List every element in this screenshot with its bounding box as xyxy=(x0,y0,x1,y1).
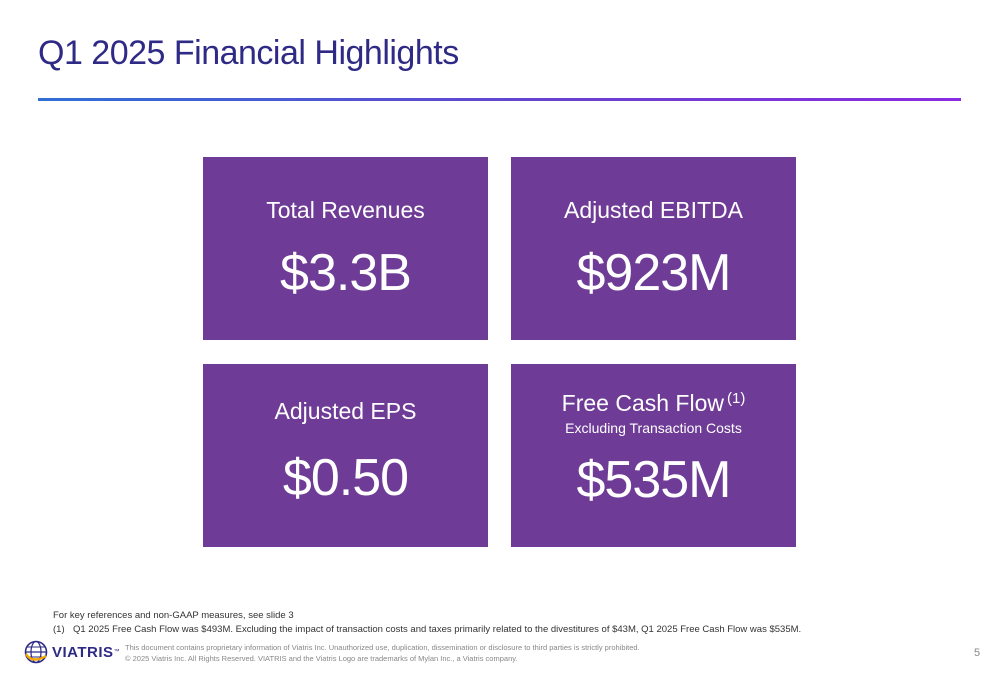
footnote-key-references: For key references and non-GAAP measures… xyxy=(53,610,294,621)
metric-value: $923M xyxy=(576,244,732,302)
page-number: 5 xyxy=(974,647,981,659)
metric-label: Adjusted EBITDA xyxy=(564,197,743,223)
logo-trademark: ™ xyxy=(113,649,120,655)
page-title: Q1 2025 Financial Highlights xyxy=(38,34,459,72)
footnote-text: Q1 2025 Free Cash Flow was $493M. Exclud… xyxy=(73,624,802,635)
legal-notice-line1: This document contains proprietary infor… xyxy=(125,643,640,652)
metric-tile-adjusted-eps: Adjusted EPS $0.50 xyxy=(203,364,488,547)
metric-label: Adjusted EPS xyxy=(274,398,417,424)
footnote-1: (1) Q1 2025 Free Cash Flow was $493M. Exc… xyxy=(53,624,801,635)
metric-sublabel: Excluding Transaction Costs xyxy=(565,420,742,436)
metric-tile-free-cash-flow: Free Cash Flow (1) Excluding Transaction … xyxy=(511,364,796,547)
logo-wordmark: VIATRIS xyxy=(52,643,114,661)
metric-label: Total Revenues xyxy=(266,197,425,223)
metric-value: $535M xyxy=(576,451,732,509)
metric-value: $3.3B xyxy=(280,244,412,302)
metric-tile-total-revenues: Total Revenues $3.3B xyxy=(203,157,488,340)
metric-value: $0.50 xyxy=(282,449,409,507)
legal-notice-line2: © 2025 Viatris Inc. All Rights Reserved.… xyxy=(125,654,518,663)
metric-tile-adjusted-ebitda: Adjusted EBITDA $923M xyxy=(511,157,796,340)
title-divider xyxy=(38,98,961,101)
metric-label-wrap: Free Cash Flow (1) xyxy=(511,390,796,417)
footnote-number: (1) xyxy=(53,624,65,635)
viatris-logo: VIATRIS ™ xyxy=(24,638,120,666)
metric-label: Free Cash Flow xyxy=(561,390,724,416)
viatris-globe-icon xyxy=(24,640,48,664)
footnote-marker: (1) xyxy=(726,390,746,407)
